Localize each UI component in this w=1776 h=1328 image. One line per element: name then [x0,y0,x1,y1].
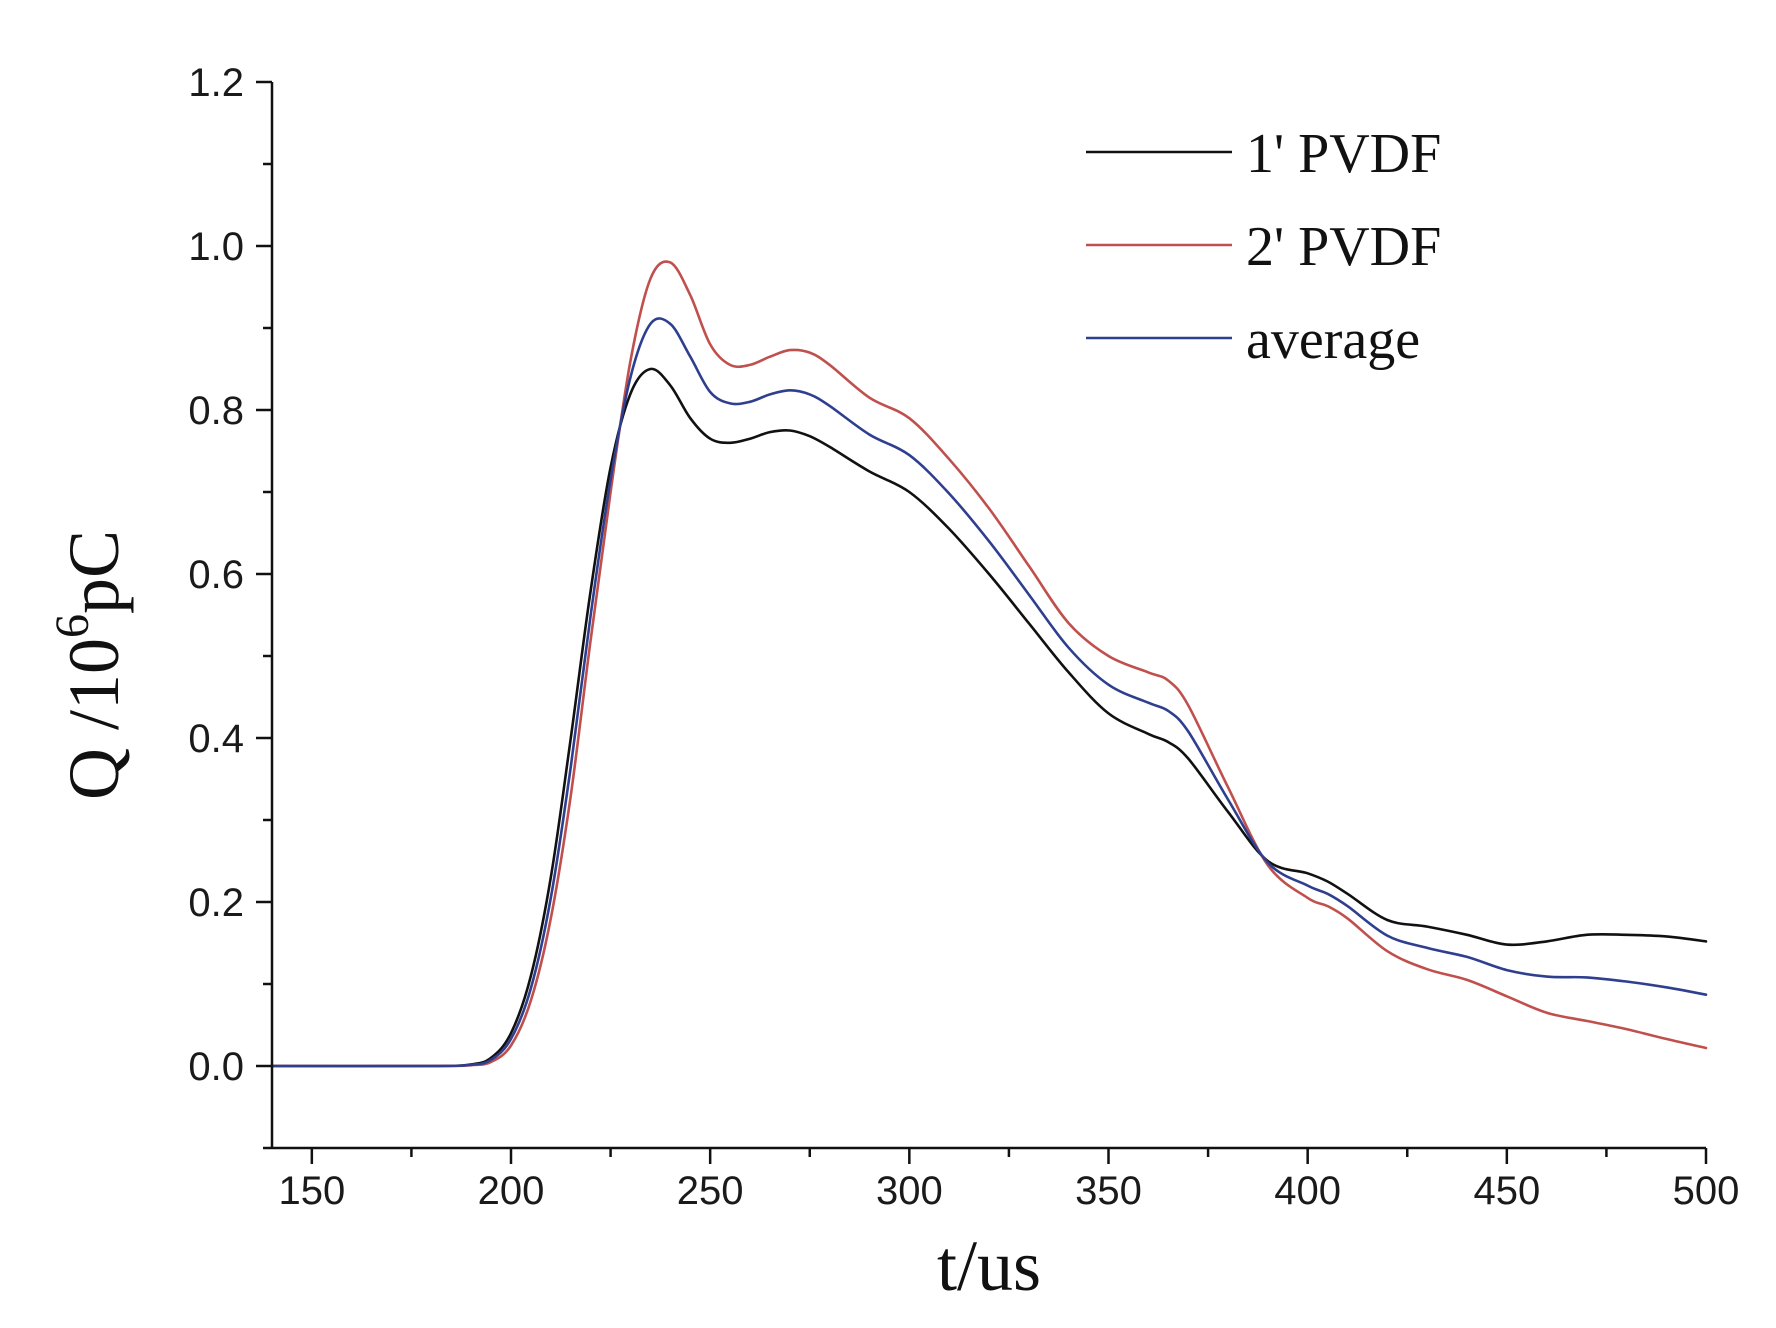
y-axis-title-exponent: 6 [46,614,99,638]
y-tick-label: 0.6 [188,553,244,597]
y-axis-title-suffix: pC [54,530,134,614]
y-tick-label: 0.8 [188,389,244,433]
x-tick-label: 350 [1075,1169,1142,1213]
legend-label: 2' PVDF [1246,216,1441,278]
x-tick-label: 250 [677,1169,744,1213]
legend-label: 1' PVDF [1246,123,1441,185]
x-axis-title: t/us [937,1226,1041,1306]
legend: 1' PVDF 2' PVDF average [1086,123,1441,371]
y-tick-label: 1.2 [188,61,244,105]
ticks: 150 200 250 300 350 400 450 500 0.0 0.2 0.4 0.6 0.8 1… [188,61,1739,1213]
x-tick-label: 400 [1274,1169,1341,1213]
series-line-1-pvdf [270,367,1708,1068]
y-tick-label: 1.0 [188,225,244,269]
x-tick-label: 300 [876,1169,943,1213]
y-axis-title-prefix: Q /10 [54,638,134,800]
y-axis-title: Q /106pC [46,530,134,800]
series-line-average [270,317,1708,1068]
y-tick-label: 0.4 [188,717,244,761]
series-line-2-pvdf [270,260,1708,1068]
y-tick-label: 0.2 [188,881,244,925]
y-tick-label: 0.0 [188,1045,244,1089]
legend-label: average [1246,309,1420,371]
x-tick-label: 200 [478,1169,545,1213]
x-tick-label: 450 [1473,1169,1540,1213]
x-tick-label: 500 [1673,1169,1740,1213]
plot-area [270,260,1708,1068]
x-tick-label: 150 [278,1169,345,1213]
